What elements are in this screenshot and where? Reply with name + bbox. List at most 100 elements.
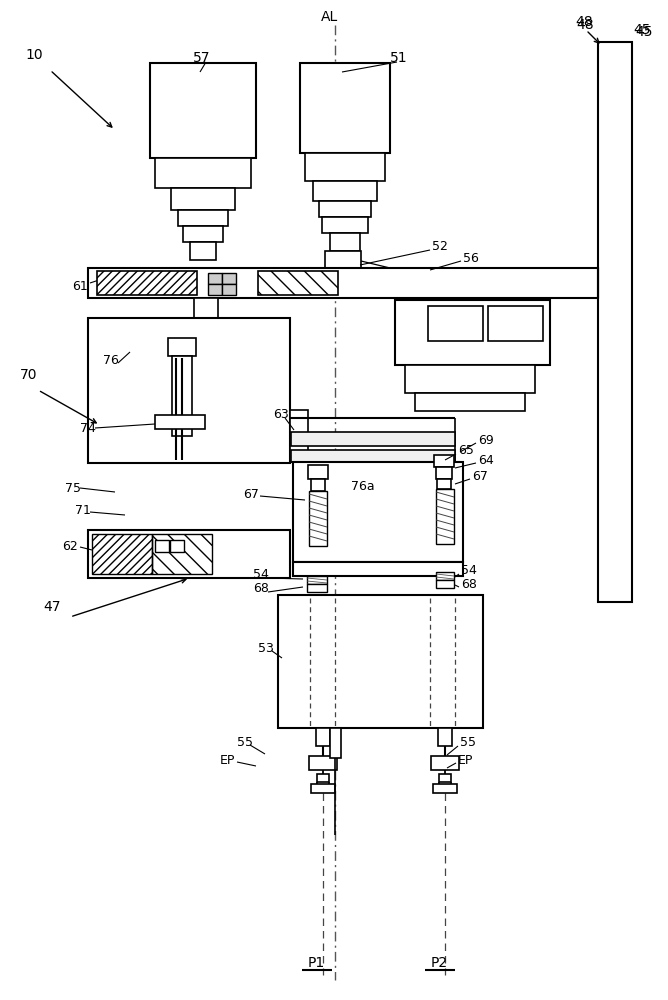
Bar (311, 784, 335, 793)
Text: 48: 48 (576, 18, 594, 32)
Bar (598, 42, 632, 602)
Bar (170, 540, 184, 552)
Text: EP: EP (220, 754, 235, 766)
Bar (313, 181, 377, 201)
Bar (190, 242, 216, 260)
Bar (433, 784, 457, 793)
Text: 55: 55 (237, 736, 253, 750)
Text: 68: 68 (461, 578, 477, 590)
Bar (300, 63, 390, 153)
Bar (293, 562, 463, 576)
Bar (307, 576, 327, 584)
Bar (293, 462, 463, 562)
Text: AL: AL (321, 10, 339, 24)
Bar (88, 318, 290, 463)
Bar (194, 298, 218, 318)
Text: 76: 76 (103, 354, 119, 366)
Bar (436, 580, 454, 588)
Bar (308, 465, 328, 479)
Text: 71: 71 (75, 504, 91, 516)
Bar (434, 455, 454, 467)
Bar (88, 530, 290, 578)
Bar (322, 217, 368, 233)
Text: 61: 61 (72, 279, 88, 292)
Bar (152, 534, 212, 574)
Text: 62: 62 (62, 540, 77, 554)
Bar (319, 201, 371, 217)
Bar (316, 728, 330, 746)
Bar (309, 491, 327, 546)
Text: 54: 54 (253, 568, 269, 582)
Text: 69: 69 (478, 434, 494, 446)
Text: 68: 68 (253, 582, 269, 595)
Bar (436, 467, 452, 479)
Bar (208, 284, 222, 295)
Bar (330, 233, 360, 251)
Text: 75: 75 (65, 482, 81, 494)
Bar (278, 595, 483, 728)
Text: 52: 52 (432, 240, 448, 253)
Text: P2: P2 (430, 956, 448, 970)
Text: 55: 55 (460, 736, 476, 750)
Bar (488, 306, 543, 341)
Text: 67: 67 (243, 488, 259, 500)
Bar (172, 356, 192, 436)
Bar (183, 226, 223, 242)
Bar (307, 584, 327, 592)
Bar (178, 210, 228, 226)
Bar (152, 534, 212, 574)
Bar (168, 338, 196, 356)
Bar (317, 774, 329, 782)
Text: 47: 47 (43, 600, 61, 614)
Bar (208, 273, 222, 284)
Text: 65: 65 (458, 444, 474, 456)
Bar (291, 432, 455, 446)
Bar (309, 756, 337, 770)
Text: 70: 70 (20, 368, 37, 382)
Text: 64: 64 (478, 454, 494, 466)
Text: 51: 51 (390, 51, 407, 65)
Bar (171, 188, 235, 210)
Bar (155, 540, 169, 552)
Bar (311, 479, 325, 491)
Bar (258, 271, 338, 295)
Bar (415, 393, 525, 411)
Bar (428, 306, 483, 341)
Bar (436, 489, 454, 544)
Text: 56: 56 (463, 251, 479, 264)
Bar (437, 479, 451, 489)
Bar (325, 251, 361, 268)
Bar (290, 410, 308, 462)
Text: 67: 67 (472, 470, 488, 483)
Bar (92, 534, 152, 574)
Text: 63: 63 (273, 408, 289, 420)
Bar (395, 300, 550, 365)
Bar (436, 572, 454, 580)
Bar (88, 268, 598, 298)
Bar (305, 153, 385, 181)
Bar (222, 273, 236, 284)
Bar (438, 728, 452, 746)
Text: 10: 10 (25, 48, 43, 62)
Bar (92, 534, 152, 574)
Text: 54: 54 (461, 564, 477, 576)
Bar (439, 774, 451, 782)
Text: P1: P1 (307, 956, 325, 970)
Text: 74: 74 (80, 422, 96, 434)
Text: 53: 53 (258, 642, 274, 654)
Bar (97, 271, 197, 295)
Bar (97, 271, 197, 295)
Text: 57: 57 (193, 51, 210, 65)
Text: 76a: 76a (351, 481, 375, 493)
Bar (155, 158, 251, 188)
Text: EP: EP (458, 754, 474, 766)
Bar (222, 284, 236, 295)
Bar (405, 365, 535, 393)
Text: 45: 45 (633, 23, 651, 37)
Bar (330, 728, 341, 758)
Bar (155, 415, 205, 429)
Text: 45: 45 (635, 25, 653, 39)
Bar (291, 450, 455, 462)
Bar (258, 271, 338, 295)
Bar (431, 756, 459, 770)
